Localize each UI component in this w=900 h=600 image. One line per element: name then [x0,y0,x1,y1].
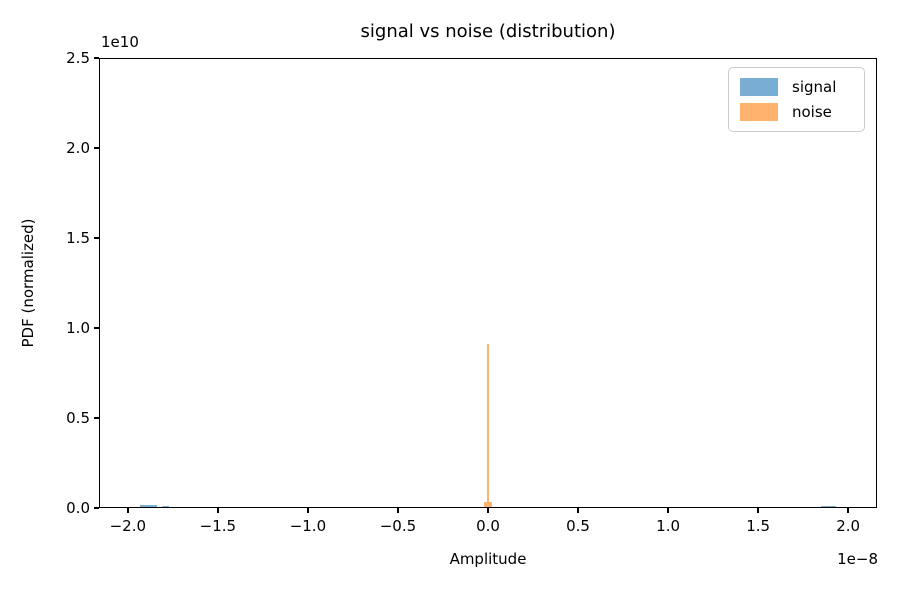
x-tick-mark [577,508,579,513]
x-tick-label: −2.0 [109,517,147,535]
y-tick-label: 1.0 [66,319,90,337]
x-tick-label: −0.5 [379,517,417,535]
legend-item-signal: signal [740,78,856,96]
x-tick-mark [487,508,489,513]
x-tick-label: 1.0 [656,517,681,535]
chart-title: signal vs noise (distribution) [360,21,616,42]
y-tick-label: 2.5 [66,49,90,67]
y-axis-offset-label: 1e10 [101,33,139,51]
x-tick-label: −1.0 [289,517,327,535]
x-tick-label: −1.5 [199,517,237,535]
y-tick-label: 1.5 [66,229,90,247]
noise-swatch-icon [740,103,778,121]
x-tick-label: 2.0 [836,517,861,535]
x-tick-label: 1.5 [746,517,771,535]
signal-swatch-icon [740,78,778,96]
x-tick-mark [307,508,309,513]
x-tick-mark [667,508,669,513]
y-tick-label: 2.0 [66,139,90,157]
legend-label-signal: signal [792,78,837,96]
x-tick-mark [217,508,219,513]
x-tick-mark [397,508,399,513]
legend: signal noise [728,67,865,132]
x-tick-label: 0.5 [566,517,590,535]
legend-item-noise: noise [740,103,856,121]
x-axis-label: Amplitude [449,550,527,568]
x-axis-offset-label: 1e−8 [837,550,878,568]
y-axis-label: PDF (normalized) [19,218,37,348]
y-tick-label: 0.0 [66,499,90,517]
x-tick-mark [757,508,759,513]
x-tick-mark [127,508,129,513]
y-tick-label: 0.5 [66,409,90,427]
x-tick-mark [847,508,849,513]
x-tick-label: 0.0 [476,517,500,535]
legend-label-noise: noise [792,103,832,121]
